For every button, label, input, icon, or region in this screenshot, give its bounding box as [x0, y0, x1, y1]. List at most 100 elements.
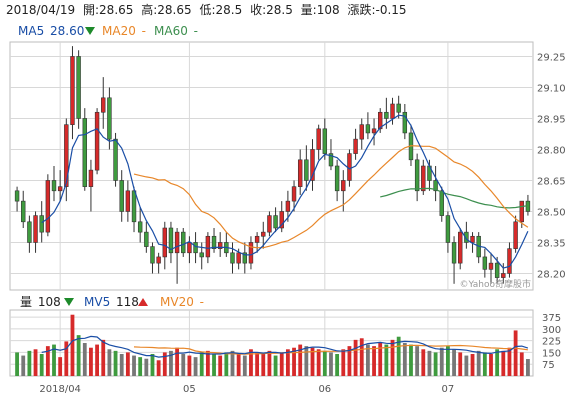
candle: [458, 228, 462, 269]
candle-body: [397, 104, 401, 112]
candle: [120, 170, 124, 222]
candle: [329, 139, 333, 170]
candle-body: [292, 187, 296, 201]
candle-body: [120, 180, 124, 211]
ma5-down-icon: [85, 27, 95, 35]
candle: [126, 180, 130, 221]
candle-body: [46, 180, 50, 232]
candle-body: [231, 253, 235, 263]
volume-bar: [520, 352, 524, 376]
candle-body: [274, 216, 278, 228]
chg-label: 漲跌:: [347, 2, 375, 17]
volume-bar: [255, 352, 259, 376]
candle: [157, 253, 161, 274]
volume-bar: [83, 343, 87, 376]
volume-bar: [144, 359, 148, 376]
volume-tick-label: 150: [542, 348, 561, 359]
candle-body: [144, 232, 148, 246]
candle-body: [163, 228, 167, 257]
candle-body: [268, 216, 272, 233]
volume-bar: [335, 354, 339, 376]
candle-body: [77, 56, 81, 118]
candle-body: [304, 160, 308, 181]
price-tick-label: 29.10: [537, 83, 566, 94]
volume-bar: [89, 348, 93, 376]
x-tick-label: 06: [318, 384, 331, 395]
candle-body: [40, 216, 44, 233]
price-tick-label: 28.95: [537, 114, 566, 125]
volume-bar: [34, 349, 38, 376]
candle: [317, 125, 321, 160]
volume-bar: [304, 346, 308, 376]
vol-label: 量:: [301, 3, 317, 17]
volume-bar: [224, 352, 228, 376]
candle: [89, 160, 93, 212]
ma-legend: MA5 28.60: [18, 24, 84, 38]
candle: [249, 236, 253, 269]
candle: [477, 232, 481, 263]
volume-bar: [477, 351, 481, 376]
candle-body: [360, 125, 364, 139]
volume-bar: [434, 352, 438, 376]
mv20-value: -: [200, 295, 204, 309]
candle: [403, 104, 407, 139]
close-value: 28.5: [266, 3, 293, 17]
vol-legend-value: 108: [38, 295, 61, 309]
candle: [224, 232, 228, 257]
candle-body: [514, 222, 518, 249]
candle-body: [495, 263, 499, 277]
ma5-value: 28.60: [50, 24, 84, 38]
candle-body: [58, 187, 62, 191]
volume-bar: [421, 349, 425, 376]
volume-bar: [132, 356, 136, 376]
volume-bar: [317, 349, 321, 376]
mv5-label: MV5: [84, 295, 110, 309]
volume-bar: [126, 352, 130, 376]
volume-bar: [120, 354, 124, 376]
volume-bar: [280, 352, 284, 376]
candle-body: [452, 242, 456, 263]
candle-body: [335, 166, 339, 191]
mv5-value: 118: [116, 295, 139, 309]
volume-bar: [440, 348, 444, 376]
candle: [200, 242, 204, 269]
open-value: 28.65: [99, 3, 133, 17]
candle: [71, 46, 75, 139]
candle-body: [157, 257, 161, 263]
volume-bar: [464, 356, 468, 376]
candle: [52, 166, 56, 201]
candle: [298, 149, 302, 194]
price-tick-label: 28.35: [537, 238, 566, 249]
volume-bar: [458, 352, 462, 376]
volume-bar: [218, 356, 222, 376]
x-tick-label: 2018/04: [39, 384, 81, 395]
candle-body: [52, 180, 56, 190]
candle: [415, 154, 419, 202]
ma60-value: -: [194, 24, 198, 38]
volume-bar: [107, 349, 111, 376]
candle-body: [27, 222, 31, 243]
price-tick-label: 28.20: [537, 269, 566, 280]
candle: [464, 222, 468, 249]
volume-bar: [268, 351, 272, 376]
candle: [175, 228, 179, 284]
candle-body: [508, 249, 512, 274]
vol-value: 108: [317, 3, 340, 17]
ma20-legend: MA20 -: [102, 24, 146, 38]
volume-bar: [329, 352, 333, 376]
candle: [360, 118, 364, 149]
candle-body: [126, 191, 130, 212]
candle-body: [298, 160, 302, 187]
volume-tick-labels: 75150225300375: [542, 313, 561, 371]
candle: [421, 160, 425, 195]
volume-bar: [181, 354, 185, 376]
candle: [64, 118, 68, 201]
candle-body: [194, 242, 198, 252]
volume-bar: [114, 351, 118, 376]
volume-bar: [237, 354, 241, 376]
candle-body: [101, 98, 105, 112]
candle-body: [114, 139, 118, 180]
volume-bar: [391, 340, 395, 376]
volume-bar: [200, 352, 204, 376]
